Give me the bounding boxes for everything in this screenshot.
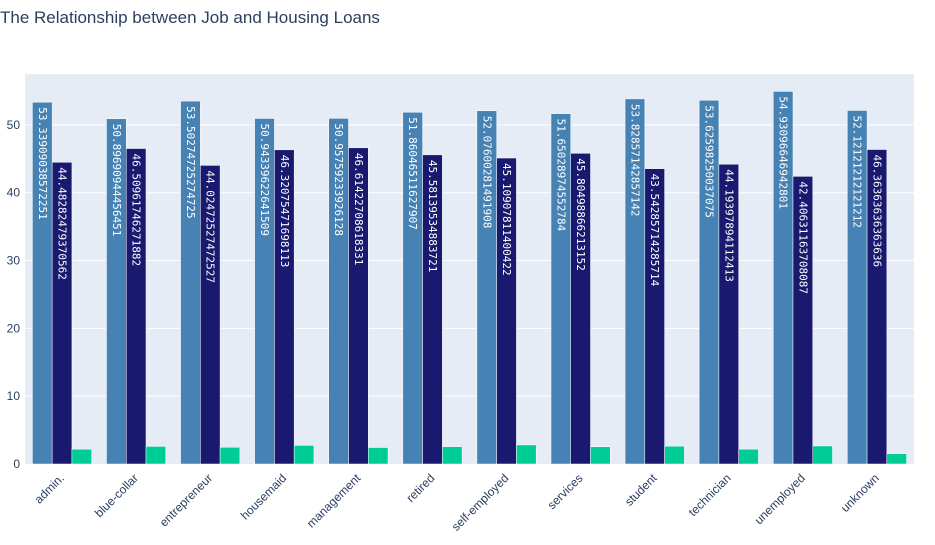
data-label: 46.32075471698113: [278, 155, 291, 268]
bar: [126, 148, 147, 465]
bar: [516, 444, 537, 465]
bar: [274, 149, 295, 465]
data-label: 45.80498866213152: [574, 158, 587, 271]
data-label: 45.10907811400422: [500, 163, 513, 276]
bar: [442, 446, 463, 465]
bar: [738, 448, 759, 465]
bar: [200, 165, 221, 465]
data-label: 51.86046511627907: [406, 117, 419, 230]
data-label: 42.40631163708087: [796, 181, 809, 294]
data-label: 53.50274725274725: [184, 106, 197, 219]
y-tick-label: 10: [7, 389, 21, 403]
x-tick-label: management: [304, 471, 364, 531]
data-label: 46.50961746271882: [130, 154, 143, 267]
data-label: 52.07600281491908: [480, 116, 493, 229]
x-tick-label: blue-collar: [92, 471, 141, 520]
y-tick-label: 50: [7, 118, 21, 132]
bar: [51, 162, 73, 465]
bar: [866, 149, 888, 465]
bar: [496, 157, 517, 465]
data-labels: 53.33909038572251 44.48282479370562 50.896…: [36, 96, 884, 294]
x-tick-label: admin.: [32, 471, 67, 506]
data-label: 53.82857142857142: [628, 104, 641, 217]
data-label: 46.36363636363636: [870, 155, 883, 268]
bar: [570, 153, 591, 465]
data-label: 45.58139534883721: [426, 160, 439, 273]
bar: [145, 446, 167, 465]
data-label: 43.54285714285714: [648, 174, 661, 287]
chart-title: The Relationship between Job and Housing…: [0, 8, 380, 27]
data-label: 46.61422708618331: [352, 153, 365, 266]
x-tick-label: unemployed: [752, 471, 808, 527]
data-label: 50.89690944456451: [110, 124, 123, 237]
x-tick-label: unknown: [838, 471, 882, 515]
y-tick-label: 0: [13, 457, 20, 471]
y-axis-ticks: 0 10 20 30 40 50: [7, 118, 21, 471]
x-tick-label: student: [622, 471, 660, 509]
bar: [718, 164, 739, 465]
bar: [590, 446, 611, 465]
bar: [792, 176, 814, 465]
x-tick-label: entrepreneur: [157, 471, 215, 529]
y-tick-label: 30: [7, 254, 21, 268]
y-tick-label: 20: [7, 321, 21, 335]
data-label: 54.93096646942801: [777, 96, 790, 209]
bar: [812, 445, 833, 465]
bar: [348, 147, 369, 465]
x-tick-label: technician: [686, 471, 734, 519]
data-label: 44.02472527472527: [204, 170, 217, 283]
plot-area: [25, 74, 914, 464]
bar: [219, 447, 241, 465]
data-label: 50.94339622641509: [258, 123, 271, 236]
data-label: 51.65028974552784: [554, 119, 567, 232]
y-tick-label: 40: [7, 186, 21, 200]
data-label: 53.33909038572251: [36, 107, 49, 220]
bar: [71, 448, 92, 465]
bar: [293, 445, 315, 465]
bar: [664, 445, 685, 465]
bars: [32, 91, 907, 465]
bar: [368, 447, 389, 465]
data-label: 50.95759233926128: [332, 123, 345, 236]
x-tick-label: retired: [403, 471, 437, 505]
bar: [886, 453, 907, 465]
bar: [644, 168, 665, 465]
x-axis-ticks: admin. blue-collar entrepreneur housemaid ma…: [32, 471, 882, 534]
bar: [422, 154, 443, 465]
grid-lines: [25, 124, 914, 397]
x-tick-label: housemaid: [238, 471, 289, 522]
x-tick-label: services: [545, 471, 586, 512]
data-label: 44.48282479370562: [56, 167, 69, 280]
data-label: 53.62598250037075: [703, 105, 716, 218]
x-tick-label: self-employed: [449, 471, 512, 534]
data-label: 52.12121212121212: [851, 115, 864, 228]
data-label: 44.19397894112413: [722, 169, 735, 282]
